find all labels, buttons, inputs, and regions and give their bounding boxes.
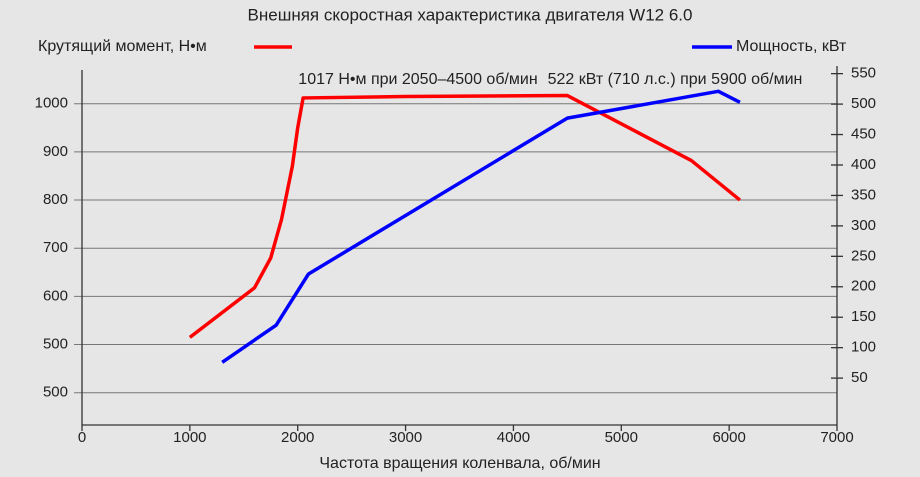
- y-tick-label: 800: [43, 191, 68, 208]
- y2-tick-label: 50: [851, 369, 868, 386]
- legend-label: Мощность, кВт: [736, 38, 847, 55]
- y-tick-label: 500: [43, 336, 68, 353]
- legend-label: Крутящий момент, Н•м: [38, 38, 207, 55]
- y-tick-label: 700: [43, 239, 68, 256]
- y-tick-label: 600: [43, 287, 68, 304]
- x-tick-label: 6000: [712, 429, 745, 446]
- chart-title: Внешняя скоростная характеристика двигат…: [248, 5, 693, 24]
- x-tick-label: 7000: [820, 429, 853, 446]
- y2-tick-label: 150: [851, 308, 876, 325]
- y-tick-label: 500: [43, 384, 68, 401]
- x-tick-label: 0: [78, 429, 86, 446]
- y2-tick-label: 250: [851, 247, 876, 264]
- x-axis-label: Частота вращения коленвала, об/мин: [319, 455, 600, 472]
- x-tick-label: 5000: [605, 429, 638, 446]
- annotation: 522 кВт (710 л.с.) при 5900 об/мин: [548, 71, 803, 88]
- y2-tick-label: 450: [851, 126, 876, 143]
- y2-tick-label: 300: [851, 217, 876, 234]
- x-tick-label: 1000: [173, 429, 206, 446]
- y2-tick-label: 400: [851, 156, 876, 173]
- y-tick-label: 900: [43, 143, 68, 160]
- annotation: 1017 Н•м при 2050–4500 об/мин: [298, 71, 537, 88]
- y2-tick-label: 500: [851, 95, 876, 112]
- y-tick-label: 1000: [35, 95, 68, 112]
- series-line: [188, 93, 742, 339]
- x-tick-label: 2000: [281, 429, 314, 446]
- y2-tick-label: 350: [851, 186, 876, 203]
- x-tick-label: 4000: [497, 429, 530, 446]
- x-tick-label: 3000: [389, 429, 422, 446]
- series-line: [221, 89, 741, 364]
- y2-tick-label: 100: [851, 339, 876, 356]
- y2-tick-label: 200: [851, 278, 876, 295]
- y2-tick-label: 550: [851, 65, 876, 82]
